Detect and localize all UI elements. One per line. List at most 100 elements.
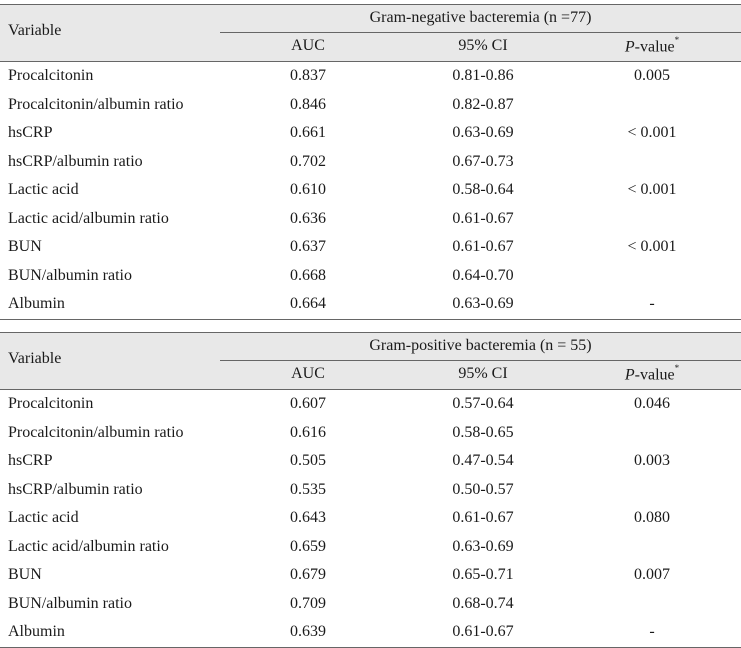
auc-cell: 0.679 bbox=[290, 566, 326, 583]
header-divider bbox=[220, 32, 741, 33]
table-row: BUN 0.679 0.65-0.71 0.007 bbox=[0, 561, 741, 590]
auc-cell: 0.505 bbox=[290, 452, 326, 469]
table-body: Procalcitonin 0.607 0.57-0.64 0.046 Procalci… bbox=[0, 390, 741, 647]
table-row: Lactic acid/albumin ratio 0.636 0.61-0.67 bbox=[0, 205, 741, 234]
table-row: Procalcitonin 0.837 0.81-0.86 0.005 bbox=[0, 62, 741, 91]
table-row: Lactic acid 0.643 0.61-0.67 0.080 bbox=[0, 504, 741, 533]
ci-cell: 0.58-0.64 bbox=[452, 181, 514, 198]
p-footnote-mark: * bbox=[674, 363, 680, 373]
table-header: Variable Gram-negative bacteremia (n =77… bbox=[0, 4, 741, 62]
table-row: hsCRP 0.505 0.47-0.54 0.003 bbox=[0, 447, 741, 476]
variable-cell: BUN bbox=[8, 238, 42, 255]
p-footnote-mark: * bbox=[674, 35, 680, 45]
table-row: Procalcitonin 0.607 0.57-0.64 0.046 bbox=[0, 390, 741, 419]
variable-cell: Albumin bbox=[8, 295, 65, 312]
table-row: Procalcitonin/albumin ratio 0.846 0.82-0.8… bbox=[0, 91, 741, 120]
variable-cell: Lactic acid bbox=[8, 509, 79, 526]
ci-cell: 0.47-0.54 bbox=[452, 452, 514, 469]
ci-column-header: 95% CI bbox=[458, 365, 508, 382]
auc-cell: 0.661 bbox=[290, 124, 326, 141]
p-value-cell: - bbox=[649, 295, 655, 312]
ci-cell: 0.63-0.69 bbox=[452, 537, 514, 555]
p-italic: P bbox=[624, 366, 635, 384]
variable-cell: hsCRP bbox=[8, 124, 53, 141]
table-body: Procalcitonin 0.837 0.81-0.86 0.005 Procalci… bbox=[0, 62, 741, 319]
auc-cell: 0.610 bbox=[290, 181, 326, 198]
ci-cell: 0.57-0.64 bbox=[452, 395, 514, 412]
ci-cell: 0.64-0.70 bbox=[452, 266, 514, 284]
variable-cell: Procalcitonin/albumin ratio bbox=[8, 423, 184, 441]
variable-cell: Procalcitonin/albumin ratio bbox=[8, 95, 184, 113]
auc-cell: 0.668 bbox=[290, 266, 326, 284]
auc-cell: 0.616 bbox=[290, 423, 326, 441]
variable-cell: hsCRP bbox=[8, 452, 53, 469]
auc-cell: 0.639 bbox=[290, 623, 326, 640]
header-divider bbox=[220, 360, 741, 361]
p-suffix: -value bbox=[634, 366, 675, 384]
variable-cell: Procalcitonin bbox=[8, 67, 94, 84]
auc-cell: 0.607 bbox=[290, 395, 326, 412]
auc-cell: 0.636 bbox=[290, 209, 326, 227]
variable-cell: Lactic acid/albumin ratio bbox=[8, 537, 169, 555]
ci-column-header: 95% CI bbox=[458, 37, 508, 54]
table-row: Lactic acid/albumin ratio 0.659 0.63-0.69 bbox=[0, 533, 741, 562]
ci-cell: 0.58-0.65 bbox=[452, 423, 514, 441]
variable-cell: hsCRP/albumin ratio bbox=[8, 480, 143, 498]
p-value-cell: < 0.001 bbox=[627, 124, 677, 141]
ci-cell: 0.81-0.86 bbox=[452, 67, 514, 84]
auc-column-header: AUC bbox=[291, 365, 325, 382]
p-suffix: -value bbox=[634, 38, 675, 56]
variable-column-header: Variable bbox=[8, 350, 62, 367]
p-value-cell: 0.046 bbox=[634, 395, 670, 412]
ci-cell: 0.61-0.67 bbox=[452, 509, 514, 526]
table-row: Lactic acid 0.610 0.58-0.64 < 0.001 bbox=[0, 176, 741, 205]
variable-cell: Lactic acid/albumin ratio bbox=[8, 209, 169, 227]
ci-cell: 0.61-0.67 bbox=[452, 209, 514, 227]
variable-column-header: Variable bbox=[8, 22, 62, 39]
variable-cell: BUN/albumin ratio bbox=[8, 266, 132, 284]
table-row: hsCRP 0.661 0.63-0.69 < 0.001 bbox=[0, 119, 741, 148]
table-header: Variable Gram-positive bacteremia (n = 5… bbox=[0, 332, 741, 390]
ci-cell: 0.63-0.69 bbox=[452, 295, 514, 312]
table-row: Procalcitonin/albumin ratio 0.616 0.58-0.6… bbox=[0, 419, 741, 448]
variable-cell: BUN bbox=[8, 566, 42, 583]
p-value-cell: < 0.001 bbox=[627, 181, 677, 198]
table-row: BUN/albumin ratio 0.709 0.68-0.74 bbox=[0, 590, 741, 619]
p-value-column-header: P-value* bbox=[592, 35, 712, 56]
table-row: Albumin 0.639 0.61-0.67 - bbox=[0, 618, 741, 647]
ci-cell: 0.50-0.57 bbox=[452, 480, 514, 498]
variable-cell: Albumin bbox=[8, 623, 65, 640]
variable-cell: hsCRP/albumin ratio bbox=[8, 152, 143, 170]
ci-cell: 0.67-0.73 bbox=[452, 152, 514, 170]
p-value-cell: 0.003 bbox=[634, 452, 670, 469]
auc-cell: 0.659 bbox=[290, 537, 326, 555]
ci-cell: 0.82-0.87 bbox=[452, 95, 514, 113]
p-value-cell: 0.080 bbox=[634, 509, 670, 526]
p-value-cell: - bbox=[649, 623, 655, 640]
table-row: Albumin 0.664 0.63-0.69 - bbox=[0, 290, 741, 319]
table-row: hsCRP/albumin ratio 0.535 0.50-0.57 bbox=[0, 476, 741, 505]
ci-cell: 0.61-0.67 bbox=[452, 238, 514, 255]
group-title: Gram-positive bacteremia (n = 55) bbox=[369, 337, 592, 354]
table-row: BUN 0.637 0.61-0.67 < 0.001 bbox=[0, 233, 741, 262]
gram-positive-table: Variable Gram-positive bacteremia (n = 5… bbox=[0, 332, 741, 648]
p-value-cell: < 0.001 bbox=[627, 238, 677, 255]
gram-negative-table: Variable Gram-negative bacteremia (n =77… bbox=[0, 4, 741, 320]
auc-cell: 0.837 bbox=[290, 67, 326, 84]
ci-cell: 0.63-0.69 bbox=[452, 124, 514, 141]
auc-column-header: AUC bbox=[291, 37, 325, 54]
p-italic: P bbox=[624, 38, 635, 56]
auc-cell: 0.637 bbox=[290, 238, 326, 255]
auc-cell: 0.846 bbox=[290, 95, 326, 113]
p-value-column-header: P-value* bbox=[592, 363, 712, 384]
variable-cell: BUN/albumin ratio bbox=[8, 594, 132, 612]
ci-cell: 0.65-0.71 bbox=[452, 566, 514, 583]
variable-cell: Lactic acid bbox=[8, 181, 79, 198]
auc-cell: 0.643 bbox=[290, 509, 326, 526]
group-title: Gram-negative bacteremia (n =77) bbox=[369, 9, 592, 26]
ci-cell: 0.68-0.74 bbox=[452, 594, 514, 612]
auc-cell: 0.702 bbox=[290, 152, 326, 170]
table-bottom-rule bbox=[0, 318, 741, 320]
table-bottom-rule bbox=[0, 646, 741, 648]
p-value-cell: 0.007 bbox=[634, 566, 670, 583]
